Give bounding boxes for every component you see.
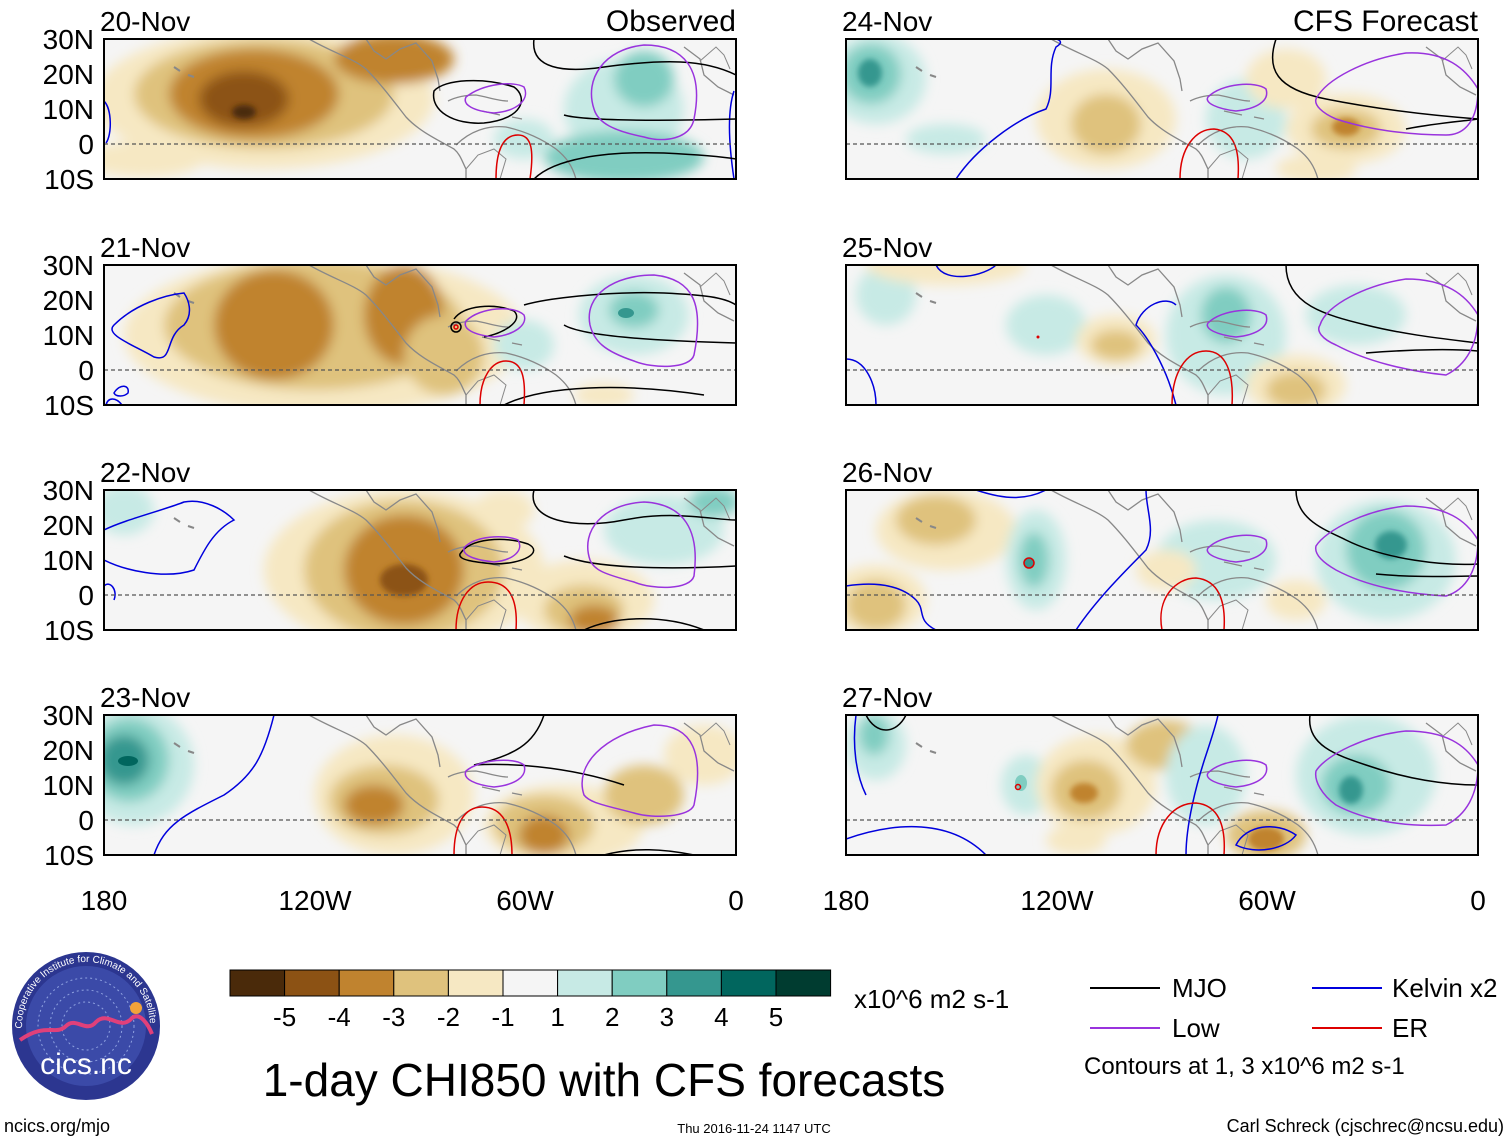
- header-observed: Observed: [606, 5, 736, 38]
- chi850-shading: [104, 715, 736, 855]
- panel-22-nov: 22-Nov: [100, 457, 737, 631]
- x-axis-labels-left: 180 120W 60W 0: [81, 885, 744, 916]
- colorbar-label: -3: [382, 1002, 405, 1032]
- panel-date: 25-Nov: [842, 232, 932, 263]
- x-label-180: 180: [823, 885, 870, 916]
- legend-label-kelvin: Kelvin x2: [1392, 973, 1498, 1003]
- y-label-10n: 10N: [43, 320, 94, 351]
- chi850-shading: [846, 265, 1478, 405]
- panel-date: 24-Nov: [842, 6, 932, 37]
- y-label-10s: 10S: [44, 840, 94, 871]
- y-label-eq: 0: [78, 580, 94, 611]
- chi850-shading: [846, 490, 1478, 630]
- colorbar-label: -2: [437, 1002, 460, 1032]
- footer-author: Carl Schreck (cjschrec@ncsu.edu): [1227, 1116, 1504, 1136]
- colorbar: -5 -4 -3 -2 -1 1 2 3 4 5 x10^6 m2 s-1: [229, 969, 1009, 1032]
- legend-label-mjo: MJO: [1172, 973, 1227, 1003]
- panel-24-nov: 24-Nov: [842, 6, 1479, 180]
- contour-legend: MJO Kelvin x2 Low ER Contours at 1, 3 x1…: [1084, 973, 1498, 1080]
- x-axis-labels-right: 180 120W 60W 0: [823, 885, 1486, 916]
- chi850-shading: [105, 265, 736, 405]
- colorbar-label: -1: [491, 1002, 514, 1032]
- colorbar-label: 5: [769, 1002, 783, 1032]
- panel-date: 23-Nov: [100, 682, 190, 713]
- footer-url: ncics.org/mjo: [4, 1116, 110, 1136]
- y-label-eq: 0: [78, 355, 94, 386]
- colorbar-labels: -5 -4 -3 -2 -1 1 2 3 4 5: [273, 1002, 783, 1032]
- y-label-10s: 10S: [44, 615, 94, 646]
- colorbar-label: -5: [273, 1002, 296, 1032]
- y-label-30n: 30N: [43, 250, 94, 281]
- panel-20-nov: 20-Nov: [100, 6, 737, 180]
- y-label-10s: 10S: [44, 164, 94, 195]
- colorbar-swatch: [611, 969, 668, 997]
- y-label-20n: 20N: [43, 735, 94, 766]
- legend-note: Contours at 1, 3 x10^6 m2 s-1: [1084, 1053, 1405, 1080]
- y-axis-labels-left: 30N 20N 10N 0 10S 30N 20N 10N 0 10S 30N …: [43, 24, 94, 871]
- colorbar-label: 3: [660, 1002, 674, 1032]
- colorbar-units: x10^6 m2 s-1: [854, 984, 1009, 1014]
- y-label-30n: 30N: [43, 24, 94, 55]
- y-label-10n: 10N: [43, 770, 94, 801]
- colorbar-swatch: [775, 969, 832, 997]
- colorbar-swatch: [393, 969, 449, 997]
- colorbar-swatch: [229, 969, 286, 997]
- colorbar-swatch: [502, 969, 559, 997]
- panel-date: 27-Nov: [842, 682, 932, 713]
- footer-timestamp: Thu 2016-11-24 1147 UTC: [677, 1121, 830, 1136]
- header-cfs-forecast: CFS Forecast: [1293, 5, 1479, 38]
- x-label-0: 0: [728, 885, 744, 916]
- cics-logo: Cooperative Institute for Climate and Sa…: [12, 952, 160, 1100]
- colorbar-label: 4: [714, 1002, 728, 1032]
- colorbar-swatch: [447, 969, 504, 997]
- chi850-shading: [104, 39, 736, 179]
- y-label-20n: 20N: [43, 285, 94, 316]
- panel-23-nov: 23-Nov: [100, 682, 737, 856]
- panel-date: 22-Nov: [100, 457, 190, 488]
- x-label-0: 0: [1470, 885, 1486, 916]
- y-label-eq: 0: [78, 805, 94, 836]
- panel-21-nov: 21-Nov: [100, 232, 737, 406]
- colorbar-label: -4: [328, 1002, 351, 1032]
- colorbar-swatches: [229, 969, 832, 997]
- x-label-120w: 120W: [278, 885, 352, 916]
- legend-label-er: ER: [1392, 1013, 1428, 1043]
- chi850-shading: [846, 715, 1478, 855]
- y-label-20n: 20N: [43, 510, 94, 541]
- logo-text: cics.nc: [40, 1048, 132, 1081]
- legend-label-low: Low: [1172, 1013, 1220, 1043]
- panel-25-nov: 25-Nov: [842, 232, 1479, 406]
- colorbar-swatch: [284, 969, 340, 997]
- y-label-10s: 10S: [44, 390, 94, 421]
- y-label-30n: 30N: [43, 700, 94, 731]
- panel-26-nov: 26-Nov: [842, 457, 1479, 631]
- colorbar-swatch: [338, 969, 395, 997]
- colorbar-swatch: [720, 969, 777, 997]
- figure-title: 1-day CHI850 with CFS forecasts: [263, 1054, 946, 1106]
- y-label-eq: 0: [78, 129, 94, 160]
- panel-date: 20-Nov: [100, 6, 190, 37]
- colorbar-label: 2: [605, 1002, 619, 1032]
- x-label-60w: 60W: [496, 885, 554, 916]
- y-label-10n: 10N: [43, 545, 94, 576]
- y-label-30n: 30N: [43, 475, 94, 506]
- panel-date: 21-Nov: [100, 232, 190, 263]
- colorbar-swatch: [557, 969, 613, 997]
- panel-27-nov: 27-Nov: [842, 682, 1479, 856]
- x-label-120w: 120W: [1020, 885, 1094, 916]
- chi850-shading: [104, 490, 736, 630]
- y-label-10n: 10N: [43, 94, 94, 125]
- x-label-60w: 60W: [1238, 885, 1296, 916]
- colorbar-swatch: [666, 969, 722, 997]
- x-label-180: 180: [81, 885, 128, 916]
- y-label-20n: 20N: [43, 59, 94, 90]
- panel-date: 26-Nov: [842, 457, 932, 488]
- colorbar-label: 1: [550, 1002, 564, 1032]
